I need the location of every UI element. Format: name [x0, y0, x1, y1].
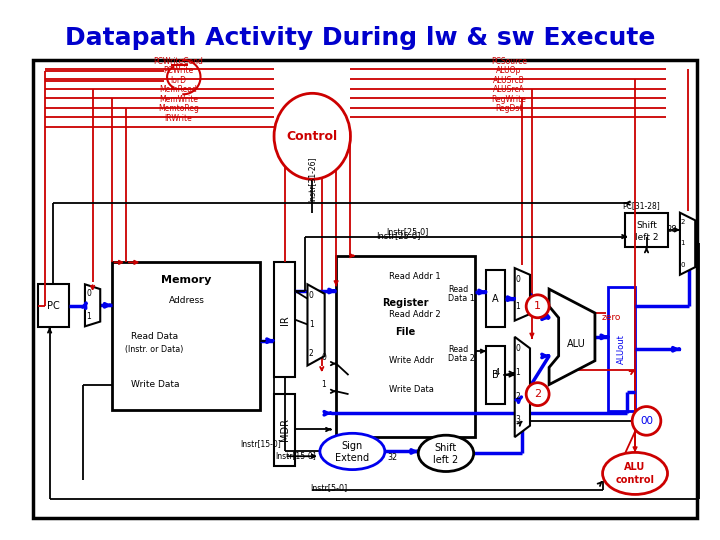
Text: 1: 1	[516, 368, 520, 377]
Text: (Instr. or Data): (Instr. or Data)	[125, 345, 184, 354]
Text: ALU: ALU	[624, 462, 646, 472]
Text: PCSource: PCSource	[491, 57, 527, 66]
Text: Sign: Sign	[342, 441, 363, 451]
Bar	[112, 262, 260, 410]
Bar	[274, 394, 295, 466]
Text: Data 1: Data 1	[448, 294, 474, 303]
Text: 0: 0	[86, 289, 91, 299]
Text: PCWriteCond: PCWriteCond	[153, 57, 204, 66]
Text: File: File	[395, 327, 415, 337]
Polygon shape	[515, 268, 530, 321]
Text: Instr[15-0]: Instr[15-0]	[240, 440, 281, 448]
Text: left 2: left 2	[433, 455, 459, 465]
Polygon shape	[307, 285, 325, 366]
Bar	[33, 60, 697, 518]
Text: Memory: Memory	[161, 274, 211, 285]
Text: 0: 0	[515, 344, 520, 353]
Text: ALUSrcB: ALUSrcB	[493, 76, 525, 85]
Text: Read Addr 2: Read Addr 2	[389, 310, 440, 319]
Text: MDR: MDR	[279, 418, 289, 442]
Text: 00: 00	[640, 416, 653, 426]
Bar	[486, 270, 505, 327]
Text: Read Data: Read Data	[131, 332, 178, 341]
Text: RegWrite: RegWrite	[492, 95, 526, 104]
Text: IR: IR	[279, 315, 289, 325]
Text: Instr[25-0]: Instr[25-0]	[387, 227, 429, 237]
Text: 1: 1	[321, 380, 326, 389]
Text: ALU: ALU	[567, 340, 585, 349]
Text: ALUSrcA: ALUSrcA	[493, 85, 525, 94]
Text: ALUOp: ALUOp	[496, 66, 522, 75]
Text: 2: 2	[516, 392, 520, 401]
Text: 1: 1	[534, 301, 541, 311]
Text: Instr[5-0]: Instr[5-0]	[310, 483, 348, 492]
Text: Control: Control	[287, 130, 338, 143]
Circle shape	[632, 407, 661, 435]
Text: IorD: IorD	[171, 76, 186, 85]
Text: MemWrite: MemWrite	[159, 95, 198, 104]
Ellipse shape	[274, 93, 351, 179]
Text: RegDst: RegDst	[495, 104, 523, 113]
Text: Datapath Activity During lw & sw Execute: Datapath Activity During lw & sw Execute	[65, 26, 655, 50]
Text: A: A	[492, 294, 499, 303]
Text: Read: Read	[448, 285, 468, 294]
Text: 0: 0	[680, 262, 685, 268]
Polygon shape	[85, 285, 100, 326]
Text: Data 2: Data 2	[448, 354, 474, 363]
Bar	[336, 255, 474, 437]
Text: PC: PC	[47, 301, 60, 311]
Text: 0: 0	[309, 291, 314, 300]
Text: Extend: Extend	[336, 453, 369, 463]
Text: 1: 1	[516, 302, 520, 311]
Text: PCWrite: PCWrite	[163, 66, 194, 75]
Text: Instr[15-0]: Instr[15-0]	[275, 451, 316, 460]
Polygon shape	[549, 289, 595, 384]
Ellipse shape	[603, 453, 667, 495]
Text: 1: 1	[86, 312, 91, 321]
Bar	[624, 213, 668, 247]
Bar	[486, 346, 505, 404]
Text: PC[31-28]: PC[31-28]	[623, 201, 660, 211]
Text: zero: zero	[602, 313, 621, 322]
Circle shape	[526, 295, 549, 318]
Text: Register: Register	[382, 299, 428, 308]
Polygon shape	[680, 213, 696, 275]
Text: 2: 2	[680, 219, 685, 225]
Text: ALUout: ALUout	[617, 334, 626, 364]
Text: 3: 3	[515, 415, 520, 424]
Bar	[274, 262, 295, 377]
Text: Address: Address	[169, 296, 205, 305]
Text: 2: 2	[534, 389, 541, 399]
Text: Read Addr 1: Read Addr 1	[389, 272, 440, 281]
Text: Write Data: Write Data	[389, 385, 433, 394]
Text: 28: 28	[666, 225, 677, 234]
Text: 0: 0	[515, 275, 520, 284]
Text: Instr[31-26]: Instr[31-26]	[307, 157, 317, 202]
Text: B: B	[492, 370, 499, 380]
Text: 2: 2	[309, 349, 314, 357]
Polygon shape	[515, 337, 530, 437]
Circle shape	[526, 383, 549, 406]
Text: 4: 4	[494, 368, 500, 377]
Bar	[38, 285, 68, 327]
Text: control: control	[616, 475, 654, 485]
Text: IRWrite: IRWrite	[165, 114, 192, 123]
Text: Write Addr: Write Addr	[389, 356, 433, 365]
Text: 1: 1	[309, 320, 314, 329]
Ellipse shape	[418, 435, 474, 471]
Bar	[608, 287, 635, 411]
Text: MemtoReg: MemtoReg	[158, 104, 199, 113]
Text: Shift: Shift	[636, 221, 657, 230]
Text: Instr[25-0]: Instr[25-0]	[376, 231, 420, 240]
Text: Shift: Shift	[435, 443, 457, 453]
Text: Read: Read	[448, 345, 468, 354]
Text: 32: 32	[387, 453, 397, 462]
Ellipse shape	[320, 433, 384, 470]
Text: MemRead: MemRead	[160, 85, 197, 94]
Text: left 2: left 2	[635, 233, 658, 242]
Text: 1: 1	[680, 240, 685, 246]
Text: Write Data: Write Data	[131, 380, 179, 389]
Text: 0: 0	[321, 353, 326, 362]
